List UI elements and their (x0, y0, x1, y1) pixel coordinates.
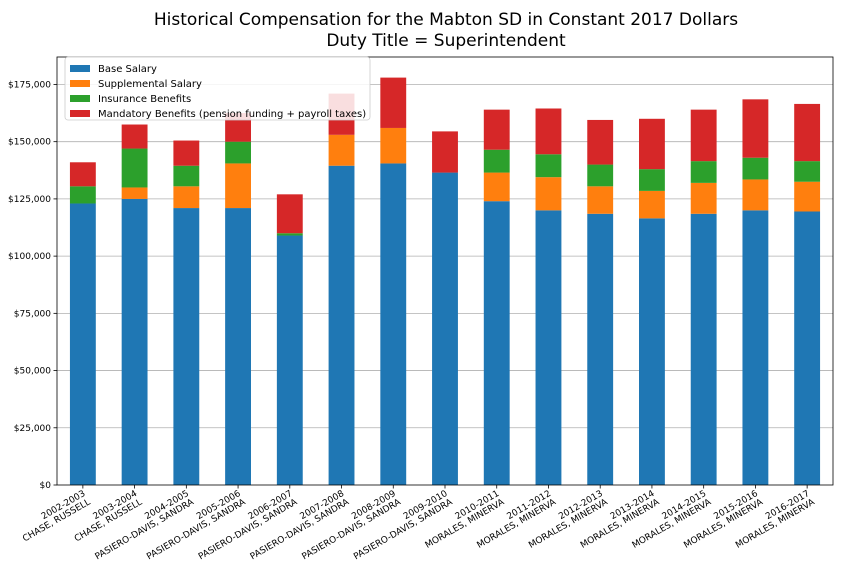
bar-segment (69, 162, 96, 187)
y-axis: $0 $25,000 $50,000 $75,000 $100,000 $125,000 $… (8, 80, 57, 491)
bar-segment (276, 194, 303, 234)
chart-subtitle: Duty Title = Superintendent (326, 31, 566, 51)
bar-segment (380, 77, 407, 128)
legend-label: Insurance Benefits (98, 94, 191, 105)
bar-segment (380, 127, 407, 164)
bar-segment (121, 187, 148, 199)
bar-segment (535, 177, 562, 211)
bar-segment (742, 179, 769, 211)
bar-segment (276, 233, 303, 236)
bar-segment (483, 109, 510, 150)
bar-segment (587, 119, 614, 165)
y-tick-label: $100,000 (8, 252, 51, 262)
x-axis: 2002-2003CHASE, RUSSELL 2003-2004CHASE, R… (21, 485, 817, 562)
bar-segment (173, 208, 200, 485)
bar-segment (225, 163, 251, 209)
bar-segment (535, 108, 562, 155)
bar-segment (173, 186, 200, 209)
bars (69, 77, 821, 486)
legend-label: Base Salary (98, 64, 157, 75)
y-tick-label: $175,000 (8, 80, 51, 90)
bar-segment (225, 141, 251, 164)
bar-segment (483, 172, 510, 202)
bar-segment (173, 140, 200, 166)
bar-segment (639, 190, 665, 219)
bar-segment (639, 118, 665, 170)
bar-segment (328, 134, 355, 166)
bar-segment (794, 103, 821, 162)
bar-segment (483, 149, 510, 173)
y-tick-label: $150,000 (8, 138, 51, 148)
bar-segment (742, 157, 769, 180)
legend-swatch (70, 95, 90, 102)
bar-segment (432, 131, 458, 173)
legend-box (64, 56, 371, 121)
bar-segment (639, 218, 665, 486)
bar-segment (690, 182, 717, 214)
bar-segment (794, 211, 821, 485)
bar-segment (690, 161, 717, 183)
bar-segment (225, 208, 251, 485)
bar-segment (121, 198, 148, 485)
y-tick-label: $50,000 (14, 367, 51, 377)
bar-segment (69, 203, 96, 486)
bar-segment (587, 213, 614, 485)
chart-title: Historical Compensation for the Mabton S… (154, 10, 738, 30)
y-tick-label: $125,000 (8, 195, 51, 205)
y-tick-label: $25,000 (14, 424, 51, 434)
bar-segment (121, 148, 148, 188)
y-tick-label: $0 (40, 481, 52, 491)
bar-segment (121, 124, 148, 149)
bar-segment (742, 210, 769, 485)
bar-segment (794, 161, 821, 182)
legend-swatch (70, 110, 90, 117)
legend-swatch (70, 80, 90, 87)
legend-label: Supplemental Salary (98, 79, 202, 90)
bar-segment (380, 163, 407, 486)
bar-segment (276, 235, 303, 485)
bar-segment (432, 172, 458, 485)
bar-segment (690, 213, 717, 485)
bar-segment (690, 109, 717, 162)
bar-segment (173, 165, 200, 187)
bar-segment (69, 186, 96, 204)
y-tick-label: $75,000 (14, 309, 51, 319)
bar-segment (587, 164, 614, 187)
bar-segment (483, 201, 510, 486)
legend-swatch (70, 65, 90, 72)
bar-segment (587, 186, 614, 214)
bar-segment (639, 169, 665, 191)
bar-segment (742, 99, 769, 158)
bar-segment (328, 165, 355, 485)
bar-segment (535, 154, 562, 178)
legend: Base Salary Supplemental Salary Insurance … (64, 56, 371, 121)
bar-segment (794, 181, 821, 212)
legend-label: Mandatory Benefits (pension funding + pa… (98, 109, 366, 120)
bar-segment (535, 210, 562, 485)
